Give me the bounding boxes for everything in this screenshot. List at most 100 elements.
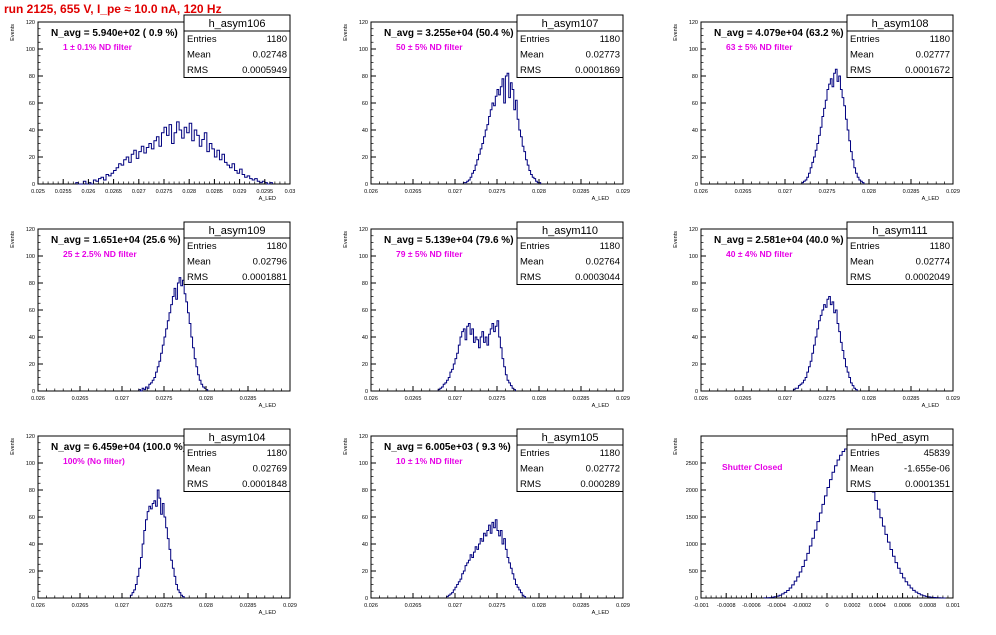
y-tick-label: 40 [362,128,368,134]
filter-annotation: 25 ± 2.5% ND filter [63,249,137,259]
x-tick-label: -0.0006 [742,603,761,609]
stats-box [516,14,624,78]
x-axis-label: A_LED [592,610,609,616]
x-tick-label: 0.0285 [903,396,920,402]
x-tick-label: 0.0275 [489,603,506,609]
y-tick-label: 80 [29,74,35,80]
stats-value: 0.02772 [586,464,620,475]
y-tick-label: 100 [359,254,368,260]
y-tick-label: 2000 [686,488,698,494]
stats-box [846,14,954,78]
x-tick-label: 0.0265 [405,603,422,609]
x-tick-label: 0.026 [364,396,378,402]
y-tick-label: 40 [29,335,35,341]
x-tick-label: 0.028 [182,189,196,195]
stats-box [516,221,624,285]
y-tick-label: 120 [689,227,698,233]
filter-annotation: 79 ± 5% ND filter [396,249,463,259]
y-tick-label: 40 [29,542,35,548]
histogram-name: h_asym111 [872,225,927,237]
y-axis-label: Events [343,24,349,41]
histogram-title: N_avg = 5.139e+04 (79.6 %) [384,235,514,246]
stats-label: Mean [520,464,544,475]
stats-value: 1180 [600,448,620,459]
histogram-line [462,72,542,184]
y-tick-label: 100 [26,461,35,467]
stats-value: 0.0001351 [905,479,950,490]
y-tick-label: 0 [365,389,368,395]
x-tick-label: 0.028 [199,603,213,609]
stats-value: 1180 [600,241,620,252]
histogram-line [129,489,185,598]
x-tick-label: 0.0275 [489,189,506,195]
stats-box [183,14,291,78]
y-tick-label: 120 [359,434,368,440]
x-tick-label: 0.0285 [573,396,590,402]
y-tick-label: 0 [695,596,698,602]
x-tick-label: 0.026 [364,603,378,609]
x-tick-label: 0.027 [132,189,146,195]
filter-annotation: 40 ± 4% ND filter [726,249,793,259]
histogram-line [437,320,516,391]
stats-label: RMS [187,479,208,490]
x-tick-label: 0.0008 [919,603,936,609]
histogram-title: N_avg = 1.651e+04 (25.6 %) [51,235,181,246]
stats-value: 0.0001869 [575,65,620,76]
x-tick-label: 0.0285 [206,189,223,195]
histogram-svg: 0 20 40 60 80 100 120 0.026 0.0265 0.027 0.0275 0.0… [10,428,297,616]
y-tick-label: 40 [692,335,698,341]
x-tick-label: 0.027 [115,603,129,609]
y-tick-label: 80 [692,281,698,287]
stats-label: Mean [520,50,544,61]
x-axis-label: A_LED [592,403,609,409]
x-tick-label: 0.029 [616,396,630,402]
histogram-title: N_avg = 3.255e+04 (50.4 %) [384,28,514,39]
histogram-name: h_asym108 [872,18,929,30]
x-axis-label: A_LED [922,403,939,409]
y-tick-label: 100 [689,254,698,260]
stats-value: 0.0003044 [575,272,620,283]
stats-value: 0.02777 [916,50,950,61]
y-tick-label: 20 [362,569,368,575]
x-tick-label: 0.027 [448,603,462,609]
stats-label: Mean [187,257,211,268]
histogram-panel-h_asym110: 0 20 40 60 80 100 120 0.026 0.0265 0.027 0.0275 0.0… [333,221,663,428]
y-axis-label: Events [673,438,679,455]
stats-label: RMS [850,479,871,490]
x-tick-label: 0.028 [532,603,546,609]
x-tick-label: 0.0006 [894,603,911,609]
histogram-line [792,296,858,391]
histogram-title: N_avg = 4.079e+04 (63.2 %) [714,28,844,39]
stats-label: Mean [187,50,211,61]
stats-label: RMS [520,65,541,76]
histogram-line [138,277,209,392]
stats-label: Entries [850,34,880,45]
x-tick-label: 0.0255 [55,189,72,195]
y-tick-label: 40 [29,128,35,134]
stats-label: Entries [187,241,217,252]
y-tick-label: 60 [692,101,698,107]
y-tick-label: 80 [362,488,368,494]
histogram-title: N_avg = 6.459e+04 (100.0 %) [51,442,186,453]
y-tick-label: 0 [32,389,35,395]
x-tick-label: 0.026 [31,603,45,609]
histogram-svg: 0 20 40 60 80 100 120 0.026 0.0265 0.027 0.0275 0.0… [343,221,630,409]
histogram-svg: 0 20 40 60 80 100 120 0.026 0.0265 0.027 0.0275 0.0… [343,428,630,616]
y-axis-label: Events [10,231,16,248]
stats-value: 0.0001848 [242,479,287,490]
y-tick-label: 500 [689,569,698,575]
x-tick-label: 0.0275 [156,603,173,609]
histogram-svg: 0 20 40 60 80 100 120 0.026 0.0265 0.027 0.0275 0.0… [673,221,960,409]
y-tick-label: 60 [29,515,35,521]
y-tick-label: 80 [29,488,35,494]
x-tick-label: 0.027 [448,396,462,402]
y-axis-label: Events [673,231,679,248]
histogram-name: h_asym107 [542,18,599,30]
x-axis-label: A_LED [592,196,609,202]
stats-value: 0.02748 [253,50,287,61]
y-tick-label: 20 [362,155,368,161]
stats-value: 1180 [600,34,620,45]
stats-box [183,221,291,285]
x-tick-label: 0.028 [532,396,546,402]
histogram-panel-h_asym106: 0 20 40 60 80 100 120 0.025 0.0255 0.026 0.0265 0.0… [0,14,330,221]
